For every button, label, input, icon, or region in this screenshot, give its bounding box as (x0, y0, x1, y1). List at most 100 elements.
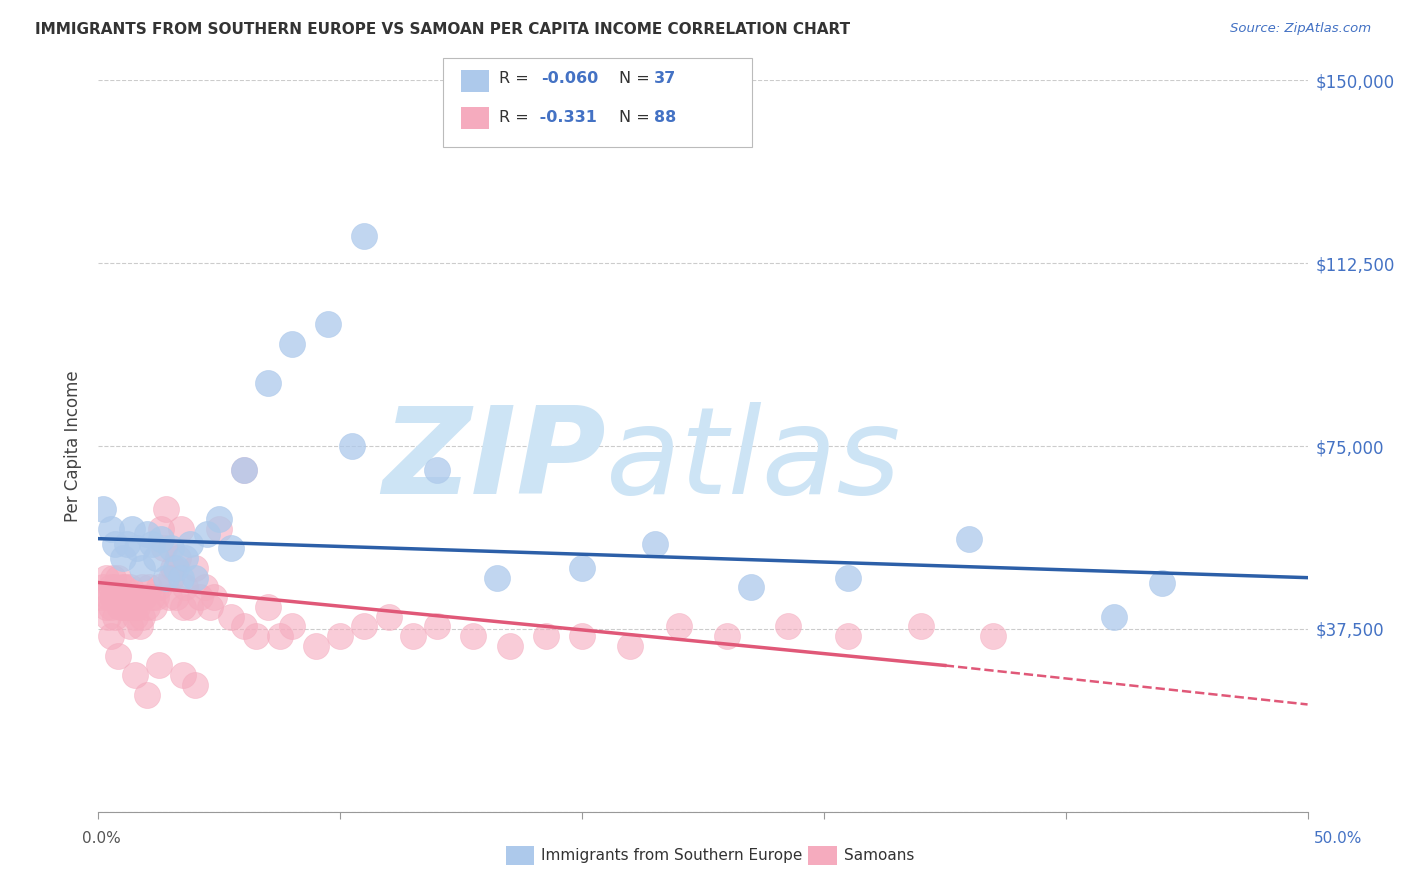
Text: 0.0%: 0.0% (82, 831, 121, 846)
Point (172, 599, 194, 614)
Point (150, 532, 173, 546)
Point (104, 609, 127, 624)
Point (111, 551, 134, 566)
Point (957, 532, 980, 546)
Point (94, 599, 117, 614)
Point (169, 522, 191, 536)
Point (837, 629, 859, 643)
Point (138, 581, 160, 595)
Point (184, 678, 207, 692)
Point (107, 571, 129, 585)
Point (152, 541, 174, 556)
Point (121, 522, 143, 536)
Point (117, 599, 139, 614)
Text: Immigrants from Southern Europe: Immigrants from Southern Europe (541, 848, 803, 863)
Point (377, 609, 399, 624)
Point (91, 502, 114, 516)
Point (353, 229, 375, 244)
Point (148, 658, 170, 673)
Point (165, 590, 187, 604)
Point (668, 619, 690, 633)
Point (148, 581, 170, 595)
Point (195, 526, 218, 541)
Point (716, 629, 738, 643)
Point (135, 599, 157, 614)
Point (104, 581, 127, 595)
Point (143, 599, 166, 614)
Point (221, 541, 243, 556)
Point (245, 629, 267, 643)
Point (179, 599, 201, 614)
Point (135, 688, 157, 702)
Point (174, 581, 197, 595)
Point (127, 599, 149, 614)
Text: Samoans: Samoans (844, 848, 914, 863)
Point (100, 599, 122, 614)
Point (165, 561, 187, 575)
Point (837, 571, 859, 585)
Point (184, 561, 207, 575)
Point (114, 590, 136, 604)
Point (157, 590, 180, 604)
Point (145, 551, 167, 566)
Point (981, 629, 1004, 643)
Text: R =: R = (499, 71, 534, 86)
Point (118, 619, 141, 633)
Point (114, 581, 136, 595)
Point (1102, 609, 1125, 624)
Point (131, 561, 153, 575)
Point (160, 571, 183, 585)
Text: atlas: atlas (606, 402, 901, 519)
Text: 37: 37 (654, 71, 676, 86)
Point (194, 581, 217, 595)
Point (232, 463, 254, 477)
Point (221, 609, 243, 624)
Point (135, 526, 157, 541)
Point (269, 629, 291, 643)
Point (131, 609, 153, 624)
Point (131, 581, 153, 595)
Point (104, 536, 127, 550)
Text: N =: N = (619, 71, 655, 86)
Point (208, 512, 231, 526)
Point (141, 590, 163, 604)
Point (107, 648, 129, 663)
Y-axis label: Per Capita Income: Per Capita Income (65, 370, 83, 522)
Point (910, 619, 932, 633)
Point (107, 590, 129, 604)
Point (353, 619, 375, 633)
Point (281, 619, 304, 633)
Point (188, 590, 211, 604)
Point (179, 536, 201, 550)
Point (174, 551, 197, 566)
Point (118, 581, 141, 595)
Point (91, 581, 114, 595)
Point (127, 541, 149, 556)
Point (97, 590, 120, 604)
Point (162, 561, 184, 575)
Point (426, 463, 449, 477)
Point (124, 668, 146, 682)
Point (776, 619, 799, 633)
Point (256, 376, 278, 390)
Point (172, 668, 194, 682)
Point (100, 581, 122, 595)
Point (571, 561, 593, 575)
Point (232, 619, 254, 633)
Point (117, 590, 139, 604)
Point (141, 536, 163, 550)
Point (97, 609, 120, 624)
Point (100, 522, 122, 536)
Point (498, 639, 520, 653)
Text: R =: R = (499, 111, 534, 125)
Point (305, 639, 328, 653)
Point (198, 599, 221, 614)
Point (232, 463, 254, 477)
Point (100, 629, 122, 643)
Point (101, 590, 124, 604)
Point (121, 599, 143, 614)
Point (155, 502, 177, 516)
Point (111, 599, 134, 614)
Text: -0.060: -0.060 (541, 71, 599, 86)
Point (167, 551, 190, 566)
